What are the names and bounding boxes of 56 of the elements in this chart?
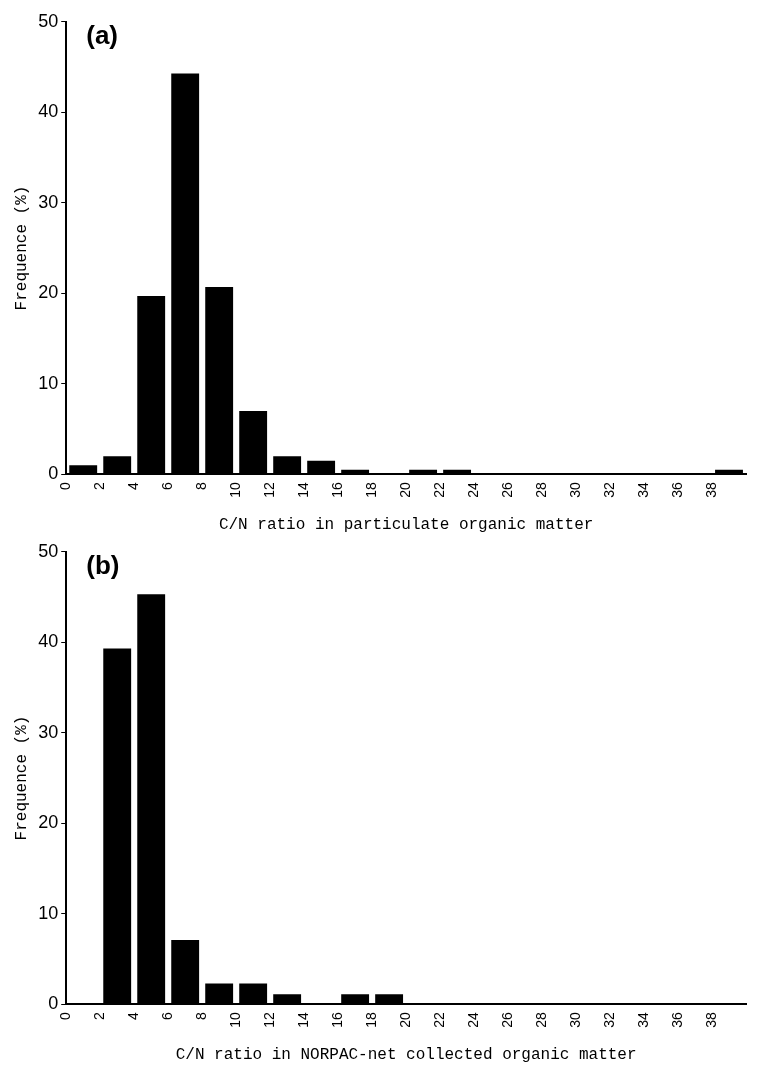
y-tick-label: 50 (38, 540, 59, 561)
x-tick-label: 18 (362, 482, 379, 498)
x-axis-title: C/N ratio in particulate organic matter (218, 515, 594, 534)
x-tick-label: 4 (125, 1012, 142, 1021)
y-tick-label: 30 (38, 721, 59, 742)
x-tick-label: 18 (362, 1012, 379, 1028)
x-tick-label: 38 (702, 482, 719, 498)
x-tick-label: 34 (634, 1012, 651, 1028)
y-tick-label: 20 (38, 282, 59, 303)
x-tick-label: 22 (430, 1012, 447, 1028)
x-tick-label: 24 (464, 1012, 481, 1028)
y-tick-label: 20 (38, 812, 59, 833)
y-tick-label: 40 (38, 101, 59, 122)
x-tick-label: 36 (668, 482, 685, 498)
x-axis-title: C/N ratio in NORPAC-net collected organic matter (175, 1045, 637, 1064)
x-tick-label: 26 (498, 482, 515, 498)
x-tick-label: 28 (532, 1012, 549, 1028)
x-tick-label: 10 (227, 1012, 244, 1028)
x-tick-label: 4 (125, 482, 142, 491)
x-tick-label: 2 (91, 482, 108, 491)
x-tick-label: 14 (295, 1012, 311, 1028)
annotation: (b) (86, 549, 120, 580)
y-tick-label: 30 (38, 191, 59, 212)
x-tick-label: 6 (159, 482, 176, 491)
x-tick-label: 32 (600, 482, 617, 498)
x-tick-label: 0 (57, 1012, 74, 1021)
x-tick-label: 8 (193, 482, 210, 491)
y-tick-label: 10 (38, 372, 59, 393)
x-tick-label: 38 (702, 1012, 719, 1028)
x-tick-label: 14 (295, 482, 311, 498)
annotation: (a) (86, 19, 118, 50)
y-axis-title: Frequence (%) (12, 715, 31, 841)
x-tick-label: 2 (91, 1012, 108, 1021)
x-tick-label: 28 (532, 482, 549, 498)
x-tick-label: 34 (634, 482, 651, 498)
x-tick-label: 12 (261, 482, 278, 498)
x-tick-label: 8 (193, 1012, 210, 1021)
x-tick-label: 32 (600, 1012, 617, 1028)
x-tick-label: 22 (430, 482, 447, 498)
x-tick-label: 6 (159, 1012, 176, 1021)
x-tick-label: 20 (396, 482, 413, 498)
x-tick-label: 36 (668, 1012, 685, 1028)
x-tick-label: 12 (261, 1012, 278, 1028)
y-tick-label: 40 (38, 631, 59, 652)
y-tick-label: 10 (38, 902, 59, 923)
x-tick-label: 30 (566, 1012, 583, 1028)
y-tick-label: 50 (38, 10, 59, 31)
x-tick-label: 24 (464, 482, 481, 498)
x-tick-label: 26 (498, 1012, 515, 1028)
y-axis-title: Frequence (%) (12, 185, 31, 311)
x-tick-label: 30 (566, 482, 583, 498)
x-tick-label: 16 (328, 482, 345, 498)
x-tick-label: 16 (328, 1012, 345, 1028)
x-tick-label: 20 (396, 1012, 413, 1028)
x-tick-label: 0 (57, 482, 74, 491)
x-tick-label: 10 (227, 482, 244, 498)
